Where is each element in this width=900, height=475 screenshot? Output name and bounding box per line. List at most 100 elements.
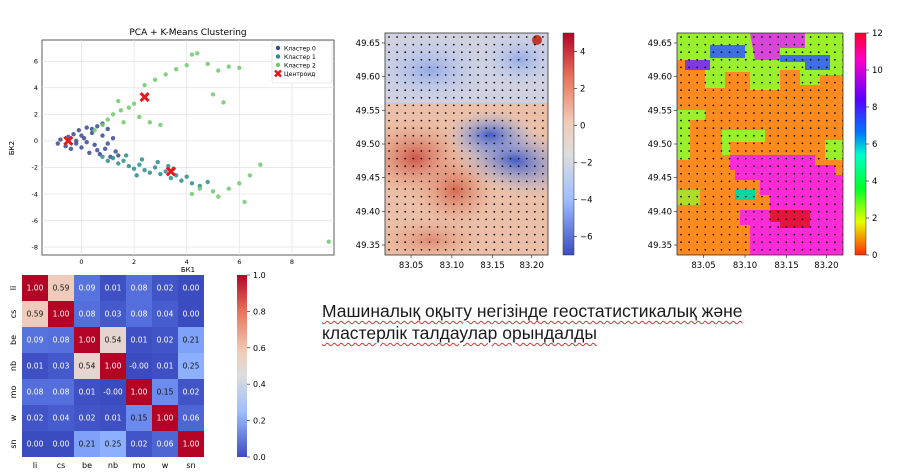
pca-ytick-label: -2 — [32, 164, 38, 172]
colorbar-tick-label: 12 — [872, 29, 883, 39]
pca-point-cluster-1 — [121, 158, 126, 163]
correlation-value: 0.00 — [27, 440, 44, 449]
pca-ytick-label: -4 — [32, 190, 38, 198]
correlation-value: 0.54 — [79, 362, 96, 371]
correlation-cell — [48, 301, 74, 327]
pca-point-cluster-1 — [168, 175, 174, 181]
map-xtick-label: 83.10 — [440, 261, 464, 271]
matrix-ytick-label: cs — [9, 310, 18, 319]
correlation-value: 0.15 — [131, 414, 148, 423]
pca-point-cluster-1 — [184, 174, 189, 179]
correlation-cell — [48, 353, 74, 379]
colorbar-tick-label: 0.6 — [253, 344, 266, 353]
matrix-xtick-label: li — [33, 461, 37, 470]
cluster-map-chart: 83.05 83.10 83.15 83.20 49.65 49.60 49.55 49.50… — [648, 29, 883, 271]
colorbar-tick-label: 1.0 — [253, 271, 266, 280]
legend-marker-cluster-0 — [275, 45, 281, 51]
pca-centroid-marker — [165, 166, 176, 177]
pca-point-cluster-2 — [126, 105, 132, 110]
matrix-ytick-label: nb — [9, 361, 18, 371]
legend-marker-cluster-2 — [275, 62, 281, 68]
correlation-matrix-chart: 1.00 0.59 0.09 0.01 0.08 0.02 0.00 0.59 1.00 0.08… — [9, 271, 266, 470]
pca-ytick-label: 2 — [34, 111, 38, 119]
colorbar-tick-label: 10 — [872, 66, 883, 76]
correlation-cell — [126, 327, 152, 353]
pca-xtick-label: 4 — [185, 258, 189, 266]
correlation-cell — [100, 379, 126, 405]
pca-point-cluster-1 — [134, 173, 139, 178]
correlation-value: 1.00 — [183, 440, 200, 449]
pca-point-cluster-2 — [131, 101, 137, 106]
pca-point-cluster-2 — [216, 68, 221, 73]
pca-point-cluster-2 — [216, 194, 221, 199]
correlation-cell — [48, 431, 74, 457]
correlation-value: 0.09 — [27, 336, 44, 345]
kriging-map-surface — [385, 33, 548, 255]
correlation-value: 0.21 — [79, 440, 96, 449]
colorbar-tick-label: 0.0 — [253, 453, 266, 462]
pca-point-cluster-1 — [139, 157, 145, 162]
map-ytick-label: 49.55 — [648, 106, 672, 116]
pca-point-cluster-0 — [110, 136, 116, 141]
pca-point-cluster-2 — [105, 117, 110, 122]
colorbar-tick-label: 0 — [872, 251, 877, 261]
pca-point-cluster-1 — [179, 178, 184, 183]
map-xtick-label: 83.20 — [814, 261, 838, 271]
correlation-value: 1.00 — [53, 310, 70, 319]
map-xtick-label: 83.20 — [520, 261, 544, 271]
correlation-value: 0.00 — [183, 284, 200, 293]
correlation-value: 0.08 — [131, 284, 148, 293]
pca-point-cluster-1 — [131, 166, 137, 171]
pca-point-cluster-2 — [205, 61, 210, 67]
correlation-cell — [22, 405, 48, 431]
legend-label-centroid: Центроид — [284, 71, 315, 78]
correlation-cell — [74, 327, 100, 353]
pca-ytick-label: 6 — [34, 58, 38, 66]
matrix-ytick-label: li — [9, 286, 18, 290]
legend-label-cluster-0: Кластер 0 — [284, 45, 316, 52]
caption-text: Машиналық оқыту негізінде геостатистикал… — [322, 300, 882, 344]
pca-point-cluster-0 — [73, 138, 79, 144]
colorbar-tick-label: 8 — [872, 103, 877, 113]
correlation-cell — [74, 353, 100, 379]
pca-point-cluster-2 — [210, 189, 216, 194]
pca-point-cluster-2 — [158, 122, 163, 128]
map-xtick-label: 83.05 — [399, 261, 423, 271]
correlation-value: 0.02 — [27, 414, 44, 423]
correlation-value: 0.09 — [79, 284, 96, 293]
map-ytick-label: 49.60 — [648, 73, 672, 83]
correlation-value: 0.15 — [157, 388, 174, 397]
correlation-value: 0.08 — [27, 388, 44, 397]
pca-point-cluster-0 — [71, 132, 76, 137]
map-ytick-label: 49.50 — [648, 140, 672, 150]
matrix-ytick-label: w — [9, 414, 18, 421]
pca-point-cluster-0 — [113, 149, 118, 154]
correlation-value: 0.08 — [79, 310, 96, 319]
pca-ytick-label: -6 — [32, 217, 38, 225]
correlation-value: 0.08 — [53, 336, 70, 345]
correlation-cell — [152, 353, 178, 379]
correlation-cell — [152, 301, 178, 327]
correlation-value: 1.00 — [105, 362, 122, 371]
pca-point-cluster-2 — [142, 82, 147, 88]
pca-point-cluster-2 — [247, 173, 253, 178]
correlation-value: 0.08 — [131, 310, 148, 319]
correlation-cell — [126, 431, 152, 457]
pca-point-cluster-2 — [197, 186, 203, 191]
pca-centroid-marker — [139, 92, 150, 103]
pca-point-cluster-1 — [147, 170, 153, 175]
pca-point-cluster-1 — [123, 153, 129, 158]
correlation-value: 0.00 — [53, 440, 70, 449]
pca-point-cluster-2 — [184, 63, 189, 68]
correlation-value: 0.54 — [105, 336, 122, 345]
pca-centroid-marker — [63, 135, 74, 146]
pca-point-cluster-0 — [68, 146, 74, 152]
pca-point-cluster-2 — [116, 98, 121, 104]
pca-point-cluster-2 — [137, 114, 142, 120]
caption-line-2: кластерлік талдаулар орындалды — [322, 323, 597, 343]
correlation-cell — [48, 405, 74, 431]
correlation-cell — [48, 327, 74, 353]
correlation-value: 0.59 — [53, 284, 70, 293]
pca-point-cluster-2 — [92, 128, 97, 133]
correlation-cell — [74, 405, 100, 431]
